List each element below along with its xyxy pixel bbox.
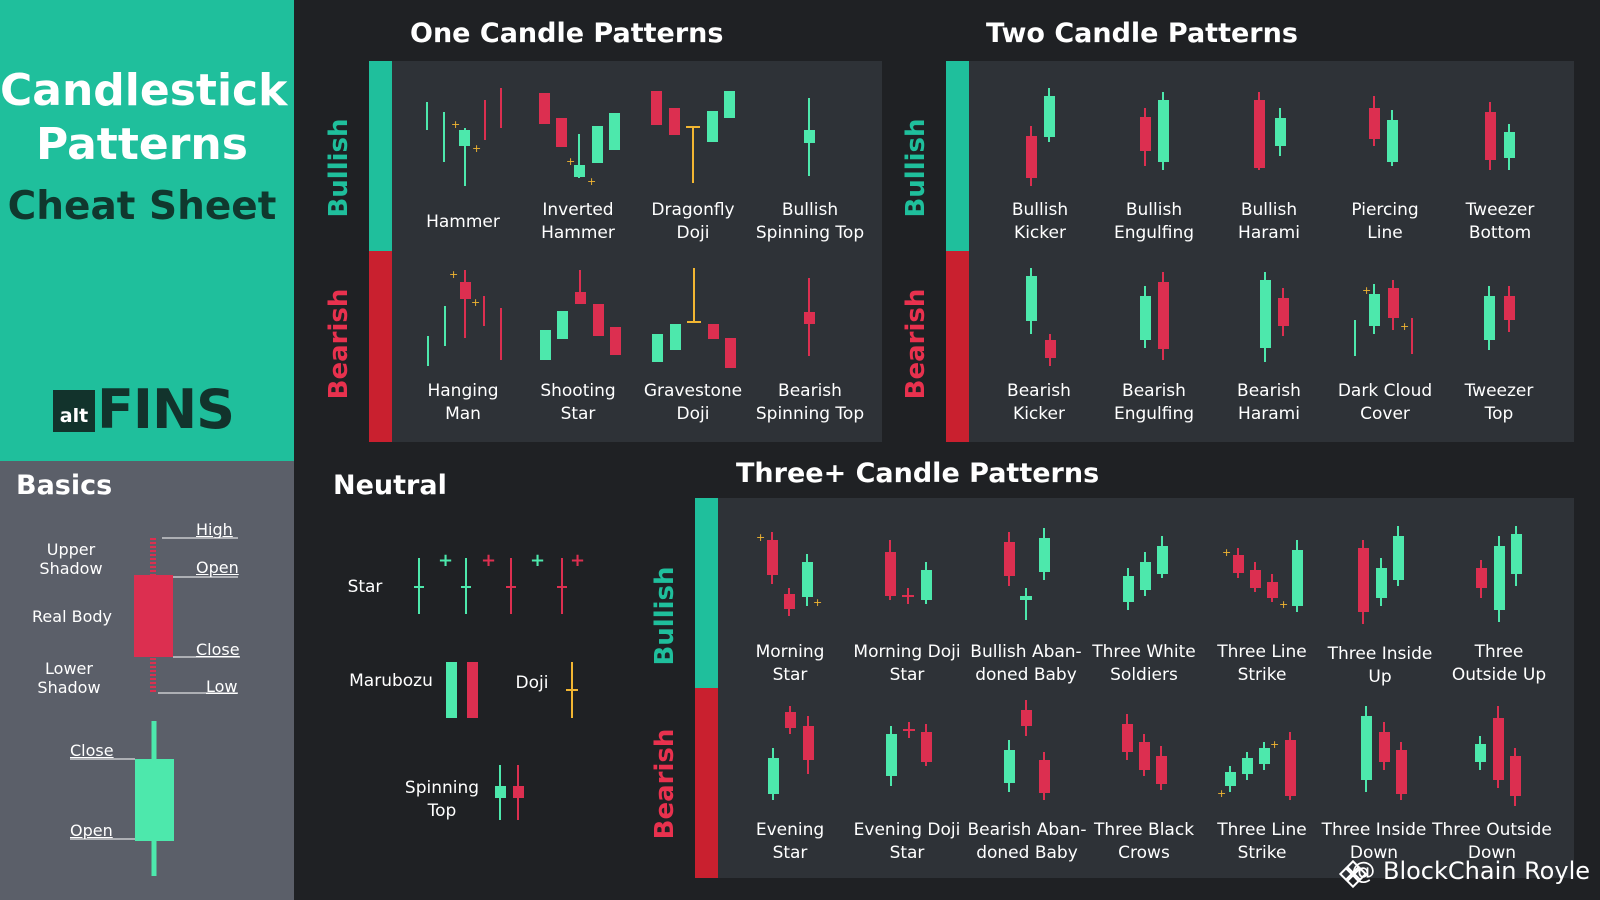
svg-text:+: + (587, 175, 596, 188)
pattern-bullish-kicker: Bullish Kicker (1011, 200, 1069, 243)
pattern-bearish-kicker: Bearish Kicker (1007, 381, 1071, 424)
pattern-bullish-spinning-top: Bullish Spinning Top (755, 200, 865, 243)
svg-text:+: + (1222, 546, 1231, 559)
svg-text:+: + (1400, 320, 1409, 333)
upper-shadow-label: Upper Shadow (39, 540, 103, 578)
title-panel (0, 0, 294, 461)
svg-text:+: + (813, 596, 822, 609)
pattern-bearish-engulfing: Bearish Engulfing (1113, 381, 1195, 424)
neutral-spinning-top-label: Spinning Top (404, 778, 480, 821)
pattern-bullish-engulfing: Bullish Engulfing (1113, 200, 1195, 243)
logo-alt: alt (53, 390, 95, 432)
low-label: Low (206, 677, 238, 696)
three-candle-title: Three+ Candle Patterns (736, 458, 1100, 489)
one-candle-bearish-bar (369, 251, 392, 442)
three-candle-panel (695, 498, 1574, 878)
pattern-evening-doji-star: Evening Doji Star (853, 820, 961, 863)
pattern-bullish-harami: Bullish Harami (1238, 200, 1300, 243)
open-label-2: Open (70, 821, 113, 840)
pattern-shooting-star: Shooting Star (540, 381, 616, 424)
pattern-tweezer-bottom: Tweezer Bottom (1465, 200, 1535, 243)
one-candle-panel (369, 61, 882, 442)
one-candle-title: One Candle Patterns (410, 18, 724, 49)
pattern-three-white-soldiers: Three White Soldiers (1092, 642, 1196, 685)
three-candle-bearish-bar (695, 688, 718, 878)
main-title-line1: Candlestick (0, 65, 288, 116)
pattern-three-inside-down: Three Inside Down (1321, 820, 1427, 863)
neutral-star-label: Star (347, 577, 383, 597)
pattern-dragonfly-doji: Dragonfly Doji (651, 200, 735, 243)
svg-text:+: + (472, 142, 481, 155)
two-candle-bearish-bar (946, 251, 969, 442)
pattern-dark-cloud-cover: Dark Cloud Cover (1337, 381, 1433, 424)
pattern-bullish-abandoned-baby: Bullish Aban-doned Baby (970, 642, 1082, 685)
neutral-title: Neutral (333, 470, 447, 501)
svg-text:+: + (481, 550, 496, 571)
three-candle-bullish-bar (695, 498, 718, 688)
pattern-inverted-hammer: Inverted Hammer (541, 200, 615, 243)
pattern-evening-star: Evening Star (755, 820, 825, 863)
basics-title: Basics (16, 470, 113, 501)
real-body-label: Real Body (32, 607, 112, 626)
pattern-gravestone-doji: Gravestone Doji (643, 381, 743, 424)
close-label-2: Close (70, 741, 114, 760)
svg-text:+: + (1270, 738, 1279, 751)
basics-diagram (70, 537, 240, 876)
svg-text:+: + (471, 296, 480, 309)
close-label: Close (196, 640, 240, 659)
binance-icon (1338, 859, 1368, 889)
svg-text:+: + (451, 118, 460, 131)
pattern-three-line-strike-bull: Three Line Strike (1217, 642, 1307, 685)
lower-shadow-label: Lower Shadow (37, 659, 101, 697)
pattern-three-inside-up: Three Inside Up (1327, 644, 1433, 687)
pattern-piercing-line: Piercing Line (1351, 200, 1419, 243)
logo-fins: FINS (97, 378, 235, 441)
credit-text: @ BlockChain Royle (1351, 857, 1590, 885)
pattern-bearish-spinning-top: Bearish Spinning Top (755, 381, 865, 424)
main-title-line2: Patterns (36, 119, 248, 170)
svg-text:+: + (449, 268, 458, 281)
pattern-tweezer-top: Tweezer Top (1464, 381, 1534, 424)
pattern-morning-star: Morning Star (755, 642, 825, 685)
two-candle-title: Two Candle Patterns (986, 18, 1298, 49)
open-label: Open (196, 558, 239, 577)
pattern-bearish-abandoned-baby: Bearish Aban-doned Baby (967, 820, 1087, 863)
svg-text:+: + (530, 550, 545, 571)
two-candle-bullish-bar (946, 61, 969, 251)
pattern-three-outside-up: Three Outside Up (1451, 642, 1547, 685)
pattern-morning-doji-star: Morning Doji Star (853, 642, 961, 685)
pattern-three-line-strike-bear: Three Line Strike (1217, 820, 1307, 863)
pattern-hammer: Hammer (426, 212, 500, 232)
pattern-three-outside-down: Three Outside Down (1432, 820, 1552, 863)
high-label: High (196, 520, 233, 539)
svg-text:+: + (1217, 787, 1226, 800)
pattern-three-black-crows: Three Black Crows (1093, 820, 1195, 863)
pattern-hanging-man: Hanging Man (427, 381, 499, 424)
svg-text:+: + (438, 550, 453, 571)
svg-text:+: + (756, 531, 765, 544)
cheat-sheet-subtitle: Cheat Sheet (7, 184, 277, 229)
one-candle-bullish-bar (369, 61, 392, 251)
svg-text:+: + (1362, 284, 1371, 297)
svg-text:+: + (566, 155, 575, 168)
svg-text:+: + (1279, 598, 1288, 611)
pattern-bearish-harami: Bearish Harami (1237, 381, 1301, 424)
neutral-doji-label: Doji (515, 673, 549, 693)
neutral-marubozu-label: Marubozu (349, 671, 433, 691)
svg-text:+: + (570, 550, 585, 571)
